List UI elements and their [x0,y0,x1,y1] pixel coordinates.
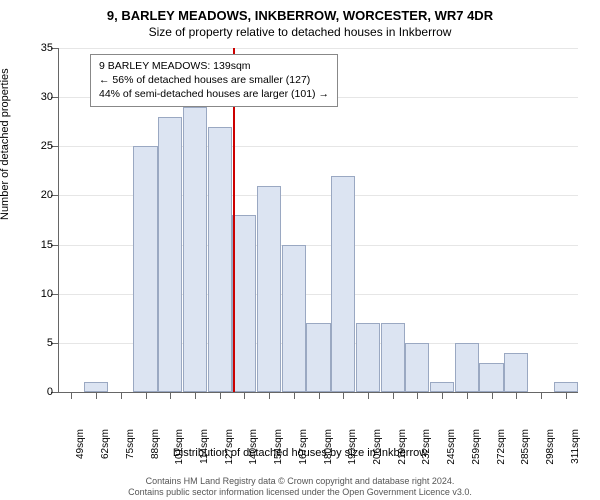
x-tick [319,392,320,399]
histogram-bar [331,176,355,392]
gridline [59,48,578,49]
x-tick [541,392,542,399]
x-tick [294,392,295,399]
legend-line-2: ← 56% of detached houses are smaller (12… [99,73,329,87]
footer-line-2: Contains public sector information licen… [10,487,590,498]
x-tick [71,392,72,399]
histogram-bar [356,323,380,392]
chart-title-main: 9, BARLEY MEADOWS, INKBERROW, WORCESTER,… [0,0,600,23]
x-tick [146,392,147,399]
x-tick [244,392,245,399]
x-tick [195,392,196,399]
footer-attribution: Contains HM Land Registry data © Crown c… [0,476,600,499]
y-tick-label: 35 [23,42,53,54]
histogram-bar [158,117,182,392]
histogram-bar [479,363,503,392]
y-tick-label: 20 [23,189,53,201]
y-tick-label: 10 [23,288,53,300]
y-axis-title: Number of detached properties [0,68,11,220]
x-tick [566,392,567,399]
histogram-bar [133,146,157,392]
histogram-bar [430,382,454,392]
x-tick [220,392,221,399]
x-tick [467,392,468,399]
histogram-bar [84,382,108,392]
footer-line-1: Contains HM Land Registry data © Crown c… [10,476,590,487]
x-tick [121,392,122,399]
histogram-bar [554,382,578,392]
x-tick [170,392,171,399]
histogram-bar [405,343,429,392]
histogram-bar [381,323,405,392]
x-tick [442,392,443,399]
x-tick [343,392,344,399]
y-tick-label: 25 [23,140,53,152]
legend-box: 9 BARLEY MEADOWS: 139sqm ← 56% of detach… [90,54,338,107]
y-tick-label: 15 [23,239,53,251]
x-tick [96,392,97,399]
x-tick [516,392,517,399]
chart-title-sub: Size of property relative to detached ho… [0,23,600,39]
histogram-bar [306,323,330,392]
x-tick [492,392,493,399]
legend-line-1: 9 BARLEY MEADOWS: 139sqm [99,59,329,73]
x-tick [417,392,418,399]
y-tick-label: 5 [23,337,53,349]
histogram-bar [455,343,479,392]
histogram-bar [208,127,232,392]
x-tick [368,392,369,399]
histogram-bar [282,245,306,392]
histogram-bar [504,353,528,392]
histogram-bar [183,107,207,392]
y-tick-label: 30 [23,91,53,103]
legend-line-3: 44% of semi-detached houses are larger (… [99,87,329,101]
x-tick [269,392,270,399]
x-tick [393,392,394,399]
y-tick-label: 0 [23,386,53,398]
histogram-bar [232,215,256,392]
x-axis-title: Distribution of detached houses by size … [0,447,600,459]
histogram-bar [257,186,281,392]
